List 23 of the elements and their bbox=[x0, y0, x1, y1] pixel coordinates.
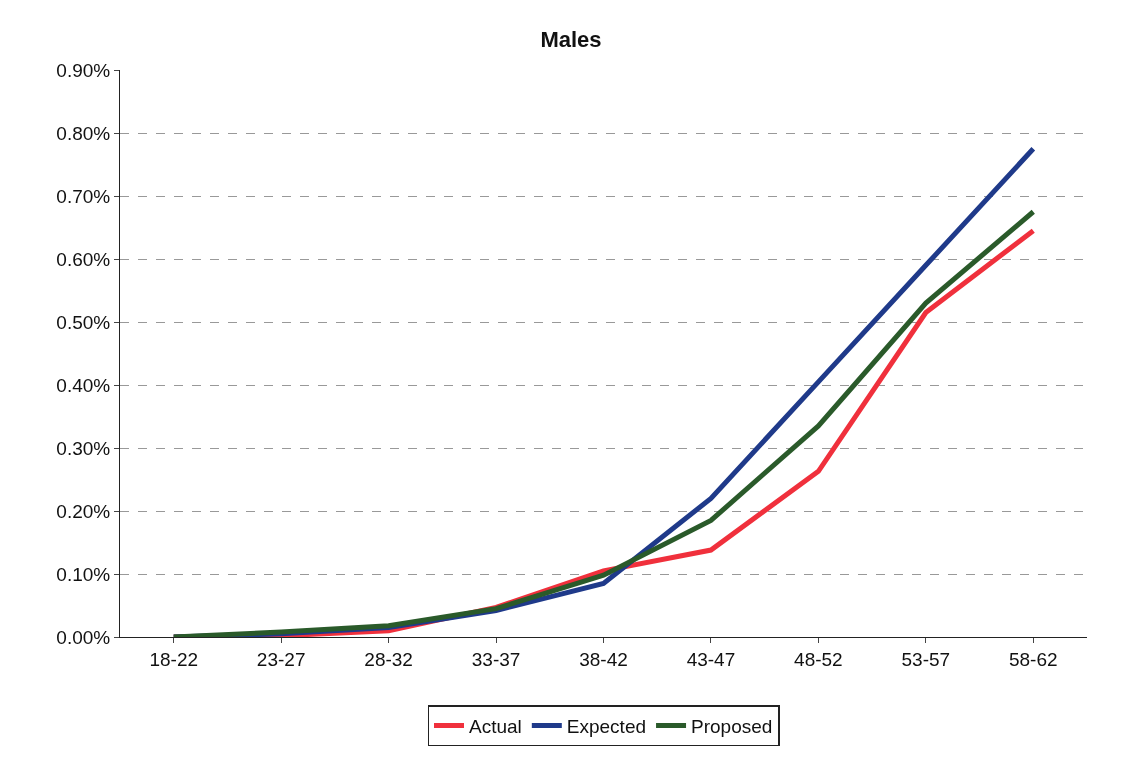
y-tick-label: 0.50% bbox=[56, 311, 111, 333]
x-tick-label: 28-32 bbox=[364, 648, 413, 670]
x-tick-label: 38-42 bbox=[579, 648, 628, 670]
y-tick-label: 0.20% bbox=[56, 500, 111, 522]
y-tick-label: 0.80% bbox=[56, 122, 111, 144]
y-tick-label: 0.00% bbox=[56, 626, 111, 648]
chart-title: Males bbox=[540, 26, 602, 52]
x-tick-label: 53-57 bbox=[901, 648, 951, 670]
legend-label: Expected bbox=[566, 715, 647, 737]
x-tick-label: 48-52 bbox=[794, 648, 843, 670]
y-tick-label: 0.90% bbox=[56, 59, 111, 81]
legend-label: Actual bbox=[469, 715, 522, 737]
y-tick-label: 0.40% bbox=[56, 374, 111, 396]
y-tick-label: 0.30% bbox=[56, 437, 111, 459]
x-tick-label: 43-47 bbox=[686, 648, 736, 670]
x-tick-label: 58-62 bbox=[1008, 648, 1058, 670]
y-tick-label: 0.10% bbox=[56, 563, 111, 585]
y-tick-label: 0.70% bbox=[56, 185, 111, 207]
legend-label: Proposed bbox=[691, 715, 773, 737]
x-tick-label: 23-27 bbox=[256, 648, 306, 670]
x-tick-label: 33-37 bbox=[471, 648, 521, 670]
y-tick-label: 0.60% bbox=[56, 248, 111, 270]
x-tick-label: 18-22 bbox=[149, 648, 199, 670]
